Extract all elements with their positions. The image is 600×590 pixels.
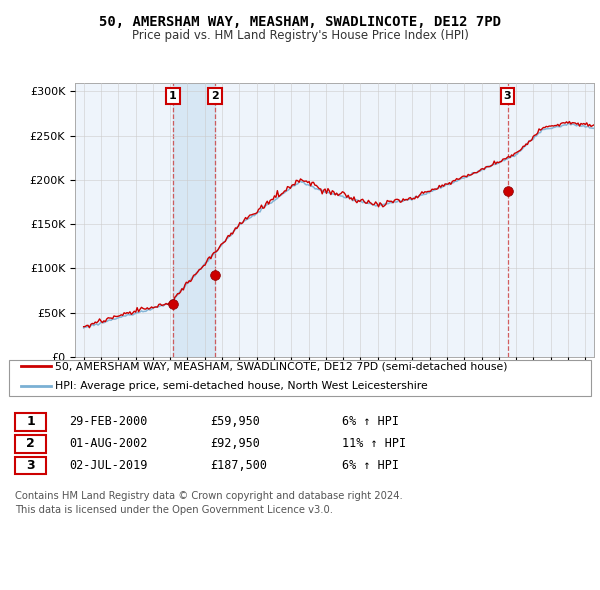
Text: 02-JUL-2019: 02-JUL-2019	[69, 459, 148, 472]
Text: Price paid vs. HM Land Registry's House Price Index (HPI): Price paid vs. HM Land Registry's House …	[131, 30, 469, 42]
Text: 3: 3	[26, 459, 35, 472]
Text: £92,950: £92,950	[210, 437, 260, 450]
Text: £59,950: £59,950	[210, 415, 260, 428]
Bar	[173, 83, 215, 357]
Text: 50, AMERSHAM WAY, MEASHAM, SWADLINCOTE, DE12 7PD: 50, AMERSHAM WAY, MEASHAM, SWADLINCOTE, …	[99, 15, 501, 29]
Text: 29-FEB-2000: 29-FEB-2000	[69, 415, 148, 428]
Text: 3: 3	[503, 91, 511, 101]
Text: Contains HM Land Registry data © Crown copyright and database right 2024.
This d: Contains HM Land Registry data © Crown c…	[15, 491, 403, 515]
Text: 50, AMERSHAM WAY, MEASHAM, SWADLINCOTE, DE12 7PD (semi-detached house): 50, AMERSHAM WAY, MEASHAM, SWADLINCOTE, …	[55, 362, 508, 371]
Text: 2: 2	[26, 437, 35, 450]
Text: 6% ↑ HPI: 6% ↑ HPI	[342, 459, 399, 472]
Text: 01-AUG-2002: 01-AUG-2002	[69, 437, 148, 450]
Text: £187,500: £187,500	[210, 459, 267, 472]
Text: 11% ↑ HPI: 11% ↑ HPI	[342, 437, 406, 450]
Text: HPI: Average price, semi-detached house, North West Leicestershire: HPI: Average price, semi-detached house,…	[55, 381, 428, 391]
Text: 6% ↑ HPI: 6% ↑ HPI	[342, 415, 399, 428]
Text: 1: 1	[26, 415, 35, 428]
Text: 1: 1	[169, 91, 177, 101]
Text: 2: 2	[211, 91, 218, 101]
